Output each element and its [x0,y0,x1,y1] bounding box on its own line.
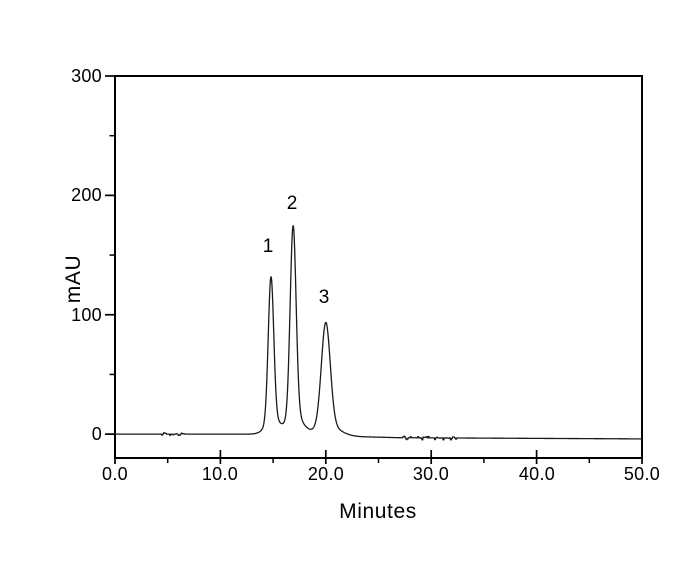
y-tick-label-200: 200 [71,185,102,205]
x-tick-label-40: 40.0 [518,464,556,484]
x-tick-label-20: 20.0 [307,464,345,484]
x-tick-label-10: 10.0 [201,464,239,484]
x-axis-title: Minutes [339,500,417,523]
peak-label-2: 2 [286,193,298,214]
x-tick-label-0: 0.0 [102,464,128,484]
y-tick-label-300: 300 [71,66,102,86]
peak-label-1: 1 [262,236,274,257]
y-axis-title: mAU [62,254,85,304]
x-tick-label-50: 50.0 [623,464,661,484]
y-tick-label-100: 100 [71,305,102,325]
x-tick-label-30: 30.0 [412,464,450,484]
peak-label-3: 3 [318,287,330,308]
y-tick-label-0: 0 [91,424,102,444]
